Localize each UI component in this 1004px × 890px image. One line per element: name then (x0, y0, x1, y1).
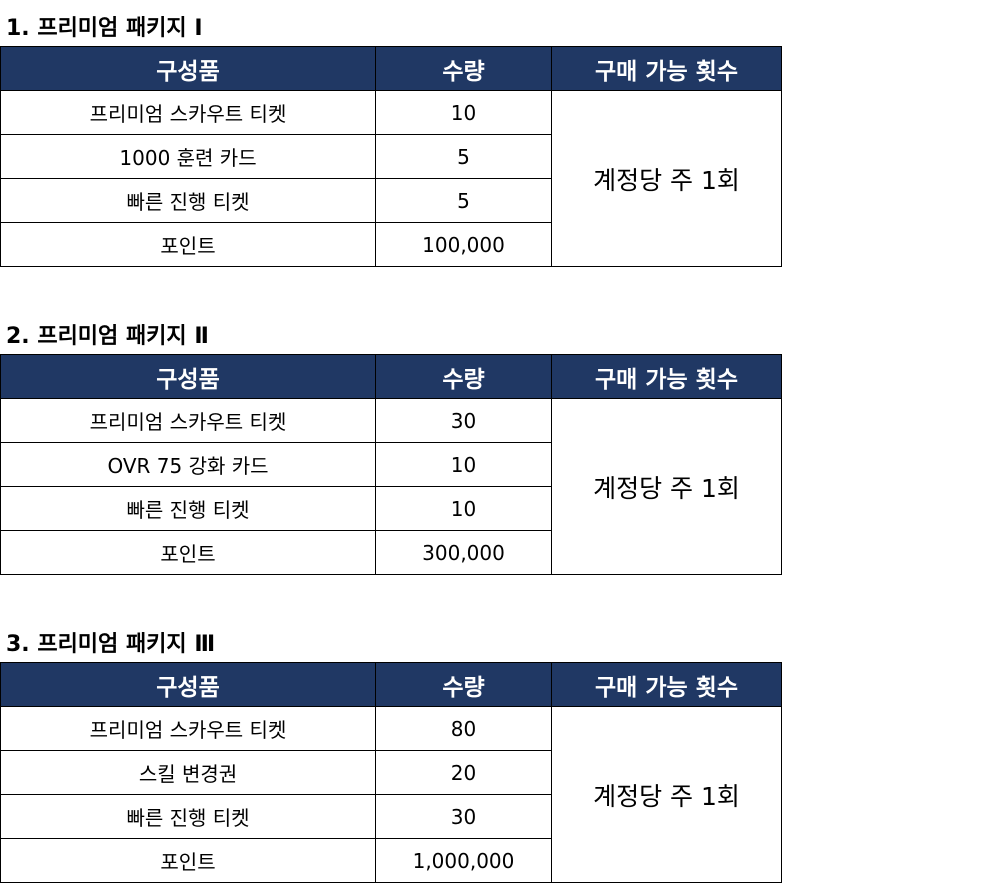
header-row: 구성품 수량 구매 가능 횟수 (0, 46, 782, 91)
package-title: 1. 프리미엄 패키지 Ⅰ (6, 16, 203, 41)
qty-cell: 10 (375, 486, 552, 531)
header-limit: 구매 가능 횟수 (551, 354, 782, 399)
header-item: 구성품 (0, 354, 376, 399)
qty-cell: 10 (375, 90, 552, 135)
header-row: 구성품 수량 구매 가능 횟수 (0, 354, 782, 399)
header-row: 구성품 수량 구매 가능 횟수 (0, 662, 782, 707)
item-cell: 1000 훈련 카드 (0, 134, 376, 179)
table-row: 포인트 100,000 (0, 222, 782, 267)
header-item: 구성품 (0, 46, 376, 91)
item-cell: 빠른 진행 티켓 (0, 178, 376, 223)
item-cell: 포인트 (0, 222, 376, 267)
package-table: 구성품 수량 구매 가능 횟수 프리미엄 스카우트 티켓 80 계정당 주 1회 스킬 변경… (0, 662, 782, 883)
qty-cell: 100,000 (375, 222, 552, 267)
qty-cell: 80 (375, 706, 552, 751)
table-row: 프리미엄 스카우트 티켓 80 계정당 주 1회 (0, 706, 782, 883)
table-row: 포인트 1,000,000 (0, 838, 782, 883)
qty-cell: 1,000,000 (375, 838, 552, 883)
item-cell: 프리미엄 스카우트 티켓 (0, 706, 376, 751)
limit-cell: 계정당 주 1회 (551, 90, 782, 267)
qty-cell: 30 (375, 398, 552, 443)
package-title: 3. 프리미엄 패키지 Ⅲ (6, 632, 216, 657)
package-table: 구성품 수량 구매 가능 횟수 프리미엄 스카우트 티켓 30 계정당 주 1회 OVR 7… (0, 354, 782, 575)
item-cell: 빠른 진행 티켓 (0, 794, 376, 839)
limit-cell: 계정당 주 1회 (551, 398, 782, 575)
header-limit: 구매 가능 횟수 (551, 46, 782, 91)
qty-cell: 300,000 (375, 530, 552, 575)
limit-cell: 계정당 주 1회 (551, 706, 782, 883)
item-cell: 포인트 (0, 838, 376, 883)
table-row: 1000 훈련 카드 5 (0, 134, 782, 179)
header-qty: 수량 (375, 46, 552, 91)
header-limit: 구매 가능 횟수 (551, 662, 782, 707)
qty-cell: 5 (375, 178, 552, 223)
qty-cell: 10 (375, 442, 552, 487)
item-cell: OVR 75 강화 카드 (0, 442, 376, 487)
table-row: 포인트 300,000 (0, 530, 782, 575)
table-row: 스킬 변경권 20 (0, 750, 782, 795)
header-qty: 수량 (375, 354, 552, 399)
qty-cell: 20 (375, 750, 552, 795)
item-cell: 프리미엄 스카우트 티켓 (0, 398, 376, 443)
package-title: 2. 프리미엄 패키지 Ⅱ (6, 324, 209, 349)
qty-cell: 30 (375, 794, 552, 839)
item-cell: 포인트 (0, 530, 376, 575)
table-row: 프리미엄 스카우트 티켓 10 계정당 주 1회 (0, 90, 782, 267)
header-item: 구성품 (0, 662, 376, 707)
package-table: 구성품 수량 구매 가능 횟수 프리미엄 스카우트 티켓 10 계정당 주 1회 1000 … (0, 46, 782, 267)
item-cell: 스킬 변경권 (0, 750, 376, 795)
table-row: 빠른 진행 티켓 10 (0, 486, 782, 531)
qty-cell: 5 (375, 134, 552, 179)
header-qty: 수량 (375, 662, 552, 707)
table-row: 빠른 진행 티켓 30 (0, 794, 782, 839)
table-row: 프리미엄 스카우트 티켓 30 계정당 주 1회 (0, 398, 782, 575)
item-cell: 프리미엄 스카우트 티켓 (0, 90, 376, 135)
item-cell: 빠른 진행 티켓 (0, 486, 376, 531)
